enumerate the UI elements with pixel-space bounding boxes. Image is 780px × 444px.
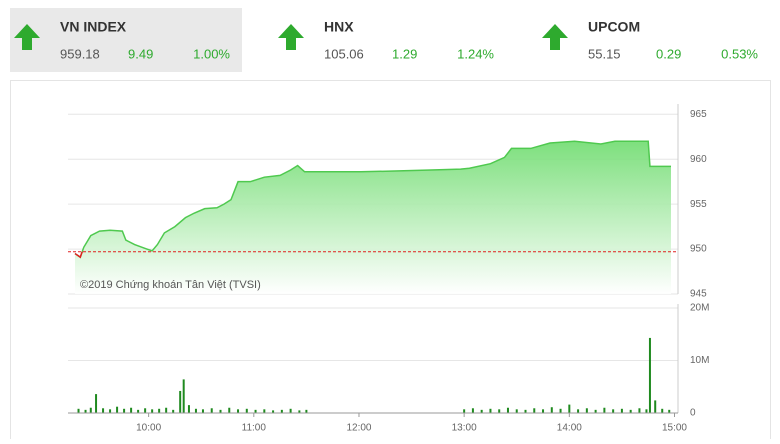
volume-bar — [109, 409, 112, 413]
volume-bar — [172, 409, 175, 413]
x-tick-label: 12:00 — [346, 423, 371, 434]
volume-bar — [151, 409, 154, 413]
volume-bar — [144, 408, 147, 413]
volume-bar — [603, 407, 606, 413]
volume-bar — [550, 407, 553, 413]
volume-bar — [629, 409, 632, 413]
up-arrow — [278, 24, 304, 50]
y-tick-label: 955 — [690, 199, 707, 210]
volume-bar — [254, 409, 257, 413]
volume-bar — [179, 390, 182, 413]
volume-bar — [594, 409, 597, 413]
volume-bar — [542, 409, 545, 413]
volume-bar — [515, 409, 518, 413]
y-tick-label: 20M — [690, 303, 709, 314]
x-tick-label: 15:00 — [662, 423, 687, 434]
ticker-name: HNX — [324, 19, 354, 35]
volume-bar — [201, 409, 204, 413]
ticker-price: 55.15 — [588, 46, 621, 61]
volume-bar — [668, 409, 671, 413]
volume-bar — [102, 408, 105, 413]
y-tick-label: 0 — [690, 408, 696, 419]
volume-bar — [463, 409, 466, 413]
volume-bar — [585, 408, 588, 413]
volume-bar — [638, 408, 641, 413]
ticker-name: UPCOM — [588, 19, 640, 35]
volume-bar — [533, 408, 536, 413]
volume-bar — [648, 337, 651, 413]
price-area — [75, 141, 671, 294]
ticker-percent: 0.53% — [721, 46, 758, 61]
volume-bar — [237, 409, 240, 413]
x-tick-label: 11:00 — [242, 423, 267, 434]
volume-bar — [210, 408, 213, 413]
volume-bar — [219, 409, 222, 413]
volume-bar — [506, 407, 509, 413]
volume-bar — [645, 409, 648, 413]
volume-bar — [489, 408, 492, 413]
y-tick-label: 965 — [690, 109, 707, 120]
x-tick-label: 14:00 — [557, 423, 582, 434]
volume-bar — [559, 408, 562, 413]
volume-bar — [498, 409, 501, 413]
volume-bar — [661, 408, 664, 413]
volume-bar — [245, 408, 248, 413]
up-arrow — [542, 24, 568, 50]
ticker-change: 1.29 — [392, 46, 417, 61]
ticker-change: 0.29 — [656, 46, 681, 61]
volume-bar — [89, 407, 92, 413]
volume-bar — [116, 406, 119, 413]
volume-bar — [298, 410, 301, 413]
volume-bar — [158, 408, 161, 413]
volume-bar — [187, 405, 190, 413]
ticker-change: 9.49 — [128, 46, 153, 61]
ticker-price: 105.06 — [324, 46, 364, 61]
ticker-price: 959.18 — [60, 46, 100, 61]
volume-bar — [165, 407, 168, 413]
ticker-percent: 1.24% — [457, 46, 494, 61]
x-tick-label: 13:00 — [452, 423, 477, 434]
ticker-name: VN INDEX — [60, 19, 127, 35]
volume-bar — [280, 409, 283, 413]
volume-bar — [620, 408, 623, 413]
panel — [10, 80, 771, 444]
x-tick-label: 10:00 — [136, 423, 161, 434]
volume-bar — [95, 394, 98, 413]
volume-bar — [123, 408, 126, 413]
volume-bar — [272, 410, 275, 413]
y-tick-label: 960 — [690, 154, 707, 165]
volume-bar — [137, 409, 140, 413]
price-line — [74, 140, 671, 259]
volume-bar — [612, 409, 615, 413]
volume-bar — [84, 409, 87, 413]
volume-bar — [480, 409, 483, 413]
volume-bar — [524, 409, 527, 413]
volume-bar — [654, 400, 657, 413]
volume-bar — [182, 379, 185, 413]
volume-bar — [568, 404, 571, 413]
y-tick-label: 10M — [690, 355, 709, 366]
volume-bar — [577, 409, 580, 413]
ticker-percent: 1.00% — [193, 46, 230, 61]
volume-bar — [263, 409, 266, 413]
volume-bar — [471, 408, 474, 413]
volume-bar — [228, 407, 231, 413]
volume-bar — [289, 408, 292, 413]
up-arrow — [14, 24, 40, 50]
y-tick-label: 945 — [690, 289, 707, 300]
volume-bar — [130, 407, 133, 413]
volume-bar — [194, 408, 197, 413]
volume-bar — [305, 409, 308, 413]
watermark: ©2019 Chứng khoán Tân Việt (TVSI) — [80, 279, 261, 291]
volume-bar — [77, 408, 80, 413]
active-tile[interactable] — [10, 8, 242, 72]
y-tick-label: 950 — [690, 244, 707, 255]
